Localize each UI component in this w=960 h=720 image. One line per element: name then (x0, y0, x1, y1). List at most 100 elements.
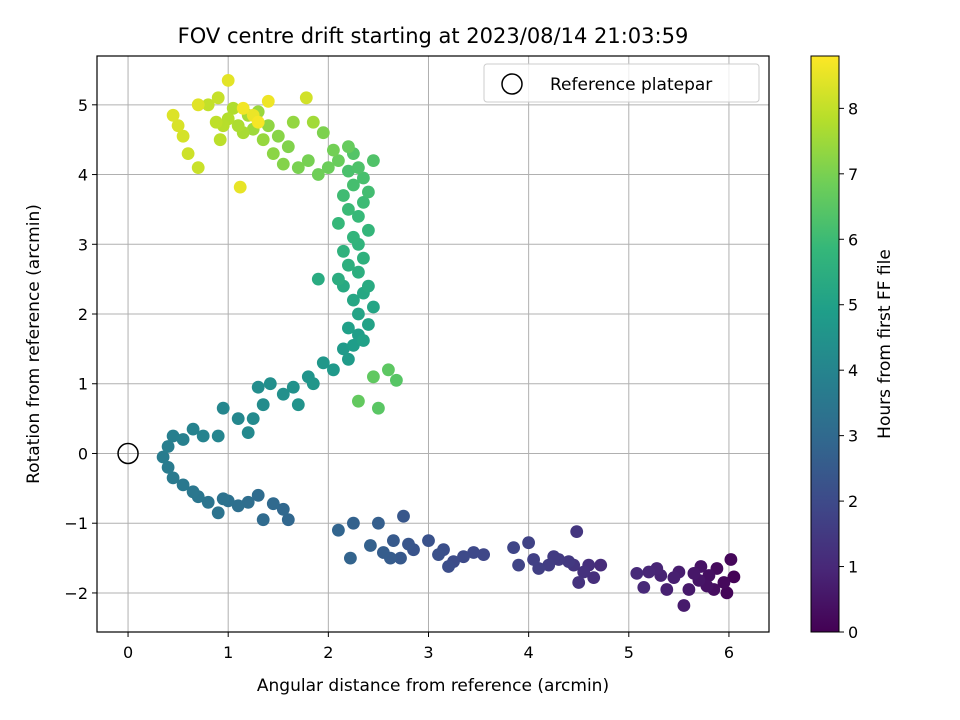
x-tick-label: 1 (223, 643, 233, 662)
reference-marker (117, 442, 139, 465)
scatter-point (256, 513, 270, 527)
scatter-point (390, 373, 403, 387)
scatter-point (171, 119, 185, 133)
scatter-point (211, 429, 225, 443)
scatter-point (724, 553, 738, 566)
scatter-point (367, 370, 380, 384)
scatter-point (291, 398, 305, 412)
scatter-point (332, 217, 345, 230)
scatter-point (251, 115, 265, 129)
scatter-point (667, 571, 681, 584)
scatter-point (271, 129, 285, 143)
scatter-point (166, 108, 180, 122)
scatter-point (727, 570, 741, 584)
scatter-point (387, 534, 400, 547)
scatter-point (362, 279, 375, 293)
y-tick-label: −1 (64, 514, 88, 533)
scatter-point (347, 293, 360, 307)
x-tick-label: 5 (624, 643, 634, 662)
scatter-point (362, 223, 375, 237)
scatter-point (342, 321, 355, 335)
scatter-points (156, 74, 741, 612)
colorbar-tick-label: 3 (848, 427, 858, 446)
scatter-point (342, 258, 355, 272)
scatter-point (261, 119, 275, 133)
scatter-point (266, 147, 280, 161)
y-axis-ticks: −2 −1 0 1 2 3 4 5 (64, 96, 97, 603)
y-axis-title: Rotation from reference (arcmin) (24, 204, 44, 484)
scatter-point (630, 567, 644, 580)
scatter-point (587, 571, 601, 584)
scatter-point (367, 154, 380, 168)
scatter-point (246, 412, 260, 425)
scatter-point (357, 251, 370, 265)
colorbar-frame (810, 55, 840, 633)
scatter-point (311, 272, 325, 286)
colorbar: 0 1 2 3 4 5 6 7 8 Hours from first FF file (810, 55, 895, 642)
scatter-point (682, 583, 696, 596)
scatter-point (166, 471, 180, 485)
scatter-point (231, 499, 245, 513)
scatter-point (720, 586, 734, 600)
scatter-point (352, 161, 365, 175)
scatter-point (377, 546, 390, 559)
scatter-point (347, 516, 360, 530)
scatter-point (382, 363, 395, 377)
scatter-point (364, 539, 377, 552)
x-axis-title: Angular distance from reference (arcmin) (257, 676, 609, 696)
x-tick-label: 2 (323, 643, 333, 662)
scatter-point (181, 147, 195, 161)
scatter-point (367, 300, 380, 314)
scatter-point (256, 398, 270, 412)
scatter-point (342, 164, 355, 178)
chart-title: FOV centre drift starting at 2023/08/14 … (178, 24, 689, 48)
colorbar-tick-label: 1 (848, 558, 858, 577)
scatter-point (281, 140, 295, 154)
scatter-point (216, 401, 230, 415)
scatter-point (321, 161, 335, 175)
scatter-point (209, 115, 223, 129)
scatter-point (191, 98, 205, 112)
scatter-point (291, 161, 305, 175)
scatter-point (301, 154, 315, 168)
scatter-point (342, 203, 355, 216)
legend: Reference platepar (483, 63, 760, 103)
scatter-point (276, 387, 290, 401)
colorbar-ticks: 0 1 2 3 4 5 6 7 8 (839, 99, 858, 642)
scatter-point (226, 101, 240, 115)
scatter-point (562, 555, 576, 568)
y-tick-label: 1 (78, 375, 88, 394)
scatter-point (311, 168, 325, 181)
scatter-point (233, 180, 247, 194)
scatter-point (286, 115, 300, 129)
scatter-point (357, 196, 370, 209)
scatter-point (362, 185, 375, 199)
scatter-point (286, 380, 300, 394)
legend-box (483, 63, 760, 103)
scatter-point (327, 363, 340, 377)
scatter-point (594, 558, 608, 572)
colorbar-tick-label: 4 (848, 361, 858, 380)
x-tick-label: 4 (524, 643, 534, 662)
scatter-point (316, 356, 330, 370)
scatter-point (402, 537, 415, 551)
scatter-point (397, 509, 410, 523)
scatter-point (677, 599, 691, 612)
scatter-point (276, 502, 290, 516)
x-tick-label: 6 (724, 643, 734, 662)
scatter-point (251, 380, 265, 394)
scatter-point (211, 91, 225, 105)
colorbar-gradient (811, 56, 839, 632)
scatter-point (241, 426, 255, 439)
y-tick-label: 0 (78, 444, 88, 463)
scatter-point (332, 523, 345, 537)
scatter-point (467, 546, 480, 559)
legend-marker-circle (501, 73, 523, 95)
scatter-point (176, 129, 190, 143)
scatter-point (256, 133, 270, 147)
scatter-point (306, 377, 320, 391)
scatter-point (216, 492, 230, 506)
scatter-point (442, 560, 455, 573)
scatter-point (477, 548, 490, 561)
